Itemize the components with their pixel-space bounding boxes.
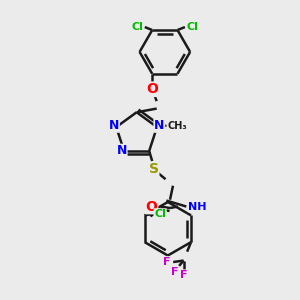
Text: O: O xyxy=(146,200,158,214)
Text: CH₃: CH₃ xyxy=(168,121,188,130)
Text: Cl: Cl xyxy=(186,22,198,32)
Text: N: N xyxy=(109,119,119,132)
Text: N: N xyxy=(116,145,127,158)
Text: S: S xyxy=(149,162,159,176)
Text: NH: NH xyxy=(188,202,206,212)
Text: N: N xyxy=(154,119,164,132)
Text: F: F xyxy=(164,257,171,267)
Text: Cl: Cl xyxy=(154,209,166,219)
Text: O: O xyxy=(146,82,158,96)
Text: Cl: Cl xyxy=(131,22,143,32)
Text: F: F xyxy=(180,270,187,280)
Text: F: F xyxy=(171,267,178,277)
